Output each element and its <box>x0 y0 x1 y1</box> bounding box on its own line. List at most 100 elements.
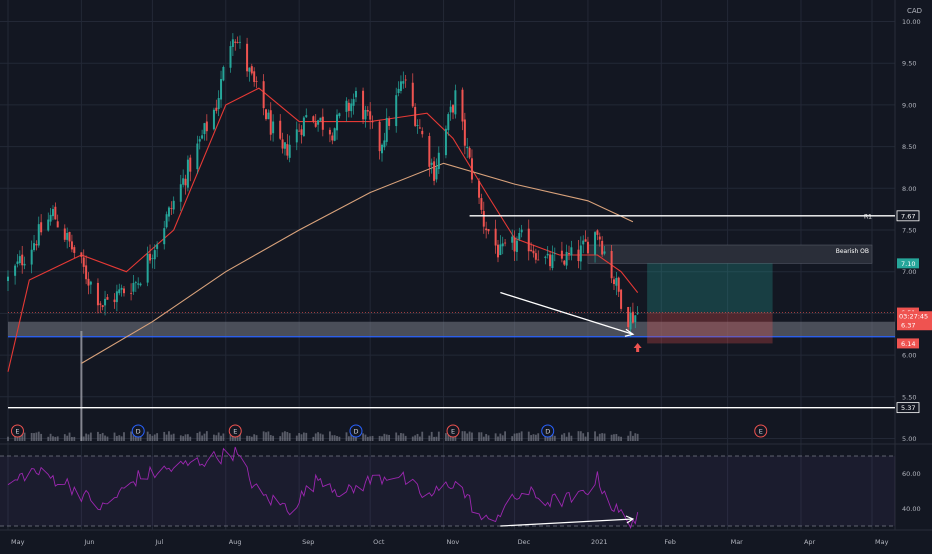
candle-body[interactable] <box>156 244 159 249</box>
candle-body[interactable] <box>582 240 585 245</box>
earnings-marker-icon[interactable] <box>754 424 768 438</box>
candle-body[interactable] <box>220 79 223 100</box>
candle-body[interactable] <box>286 144 289 156</box>
candle-body[interactable] <box>629 312 632 330</box>
candle-body[interactable] <box>16 261 19 264</box>
candle-body[interactable] <box>345 100 348 112</box>
candle-body[interactable] <box>362 90 365 120</box>
candle-body[interactable] <box>120 287 123 290</box>
candle-body[interactable] <box>371 121 374 123</box>
candle-body[interactable] <box>430 162 433 165</box>
candle-body[interactable] <box>217 98 220 110</box>
candle-body[interactable] <box>317 120 320 125</box>
candle-body[interactable] <box>73 247 76 253</box>
candle-body[interactable] <box>153 250 156 260</box>
candle-body[interactable] <box>269 110 272 135</box>
candle-body[interactable] <box>333 128 336 141</box>
candle-body[interactable] <box>87 278 90 286</box>
candle-body[interactable] <box>499 244 502 256</box>
candle-body[interactable] <box>452 105 455 113</box>
candle-body[interactable] <box>579 245 582 262</box>
candle-body[interactable] <box>40 222 43 233</box>
candle-body[interactable] <box>598 236 601 240</box>
candle-body[interactable] <box>447 114 450 131</box>
candle-body[interactable] <box>338 113 341 117</box>
candle-body[interactable] <box>615 277 618 286</box>
candle-body[interactable] <box>321 116 324 130</box>
candle-body[interactable] <box>248 67 251 72</box>
candle-body[interactable] <box>610 250 613 279</box>
candle-body[interactable] <box>47 219 50 231</box>
candle-body[interactable] <box>215 107 218 111</box>
candle-body[interactable] <box>122 288 125 294</box>
dividend-marker-icon[interactable] <box>131 424 145 438</box>
candle-body[interactable] <box>636 313 639 315</box>
candle-body[interactable] <box>101 305 104 308</box>
candle-body[interactable] <box>132 282 135 292</box>
candlesticks[interactable] <box>7 33 639 338</box>
candle-body[interactable] <box>281 139 284 149</box>
candle-body[interactable] <box>212 109 215 130</box>
candle-body[interactable] <box>364 109 367 120</box>
candle-body[interactable] <box>366 110 369 112</box>
candle-body[interactable] <box>139 283 142 286</box>
candle-body[interactable] <box>7 276 9 282</box>
candle-body[interactable] <box>163 228 166 245</box>
candle-body[interactable] <box>198 139 201 142</box>
candle-body[interactable] <box>627 307 630 328</box>
candle-body[interactable] <box>437 152 440 170</box>
candle-body[interactable] <box>118 289 121 294</box>
candle-body[interactable] <box>551 254 554 269</box>
earnings-marker-icon[interactable] <box>228 424 242 438</box>
candle-body[interactable] <box>594 232 597 255</box>
candle-body[interactable] <box>312 116 315 122</box>
candle-body[interactable] <box>511 236 514 243</box>
candle-body[interactable] <box>23 263 26 266</box>
candle-body[interactable] <box>435 167 438 180</box>
candle-body[interactable] <box>96 282 99 306</box>
candle-body[interactable] <box>468 147 471 158</box>
candle-body[interactable] <box>113 299 116 303</box>
candle-body[interactable] <box>463 119 466 146</box>
candle-body[interactable] <box>179 184 182 202</box>
candle-body[interactable] <box>115 291 118 303</box>
candle-body[interactable] <box>288 144 291 158</box>
candle-body[interactable] <box>68 231 71 242</box>
candle-body[interactable] <box>402 81 405 84</box>
candle-body[interactable] <box>255 81 258 82</box>
candle-body[interactable] <box>51 208 54 217</box>
candle-body[interactable] <box>546 253 549 256</box>
candle-body[interactable] <box>461 89 464 122</box>
candle-body[interactable] <box>89 281 92 285</box>
candle-body[interactable] <box>530 249 533 252</box>
candle-body[interactable] <box>250 66 253 74</box>
candle-body[interactable] <box>151 258 154 259</box>
candle-body[interactable] <box>478 180 481 198</box>
candle-body[interactable] <box>480 198 483 210</box>
earnings-marker-icon[interactable] <box>10 424 24 438</box>
candle-body[interactable] <box>336 114 339 131</box>
candle-body[interactable] <box>106 297 109 300</box>
time-axis[interactable]: May Jun Jul Aug Sep Oct Nov Dec 2021 Feb Mar Apr May <box>11 538 889 546</box>
candle-body[interactable] <box>347 102 350 111</box>
candle-body[interactable] <box>137 283 140 285</box>
candle-body[interactable] <box>494 228 497 246</box>
candle-body[interactable] <box>134 282 137 284</box>
candle-body[interactable] <box>570 247 573 256</box>
candle-body[interactable] <box>21 254 24 266</box>
candle-body[interactable] <box>399 81 402 91</box>
candle-body[interactable] <box>229 46 232 68</box>
candle-body[interactable] <box>236 42 239 44</box>
candle-body[interactable] <box>414 106 417 126</box>
price-axis[interactable]: CAD 10.009.509.008.508.007.507.006.506.0… <box>902 7 922 513</box>
candle-body[interactable] <box>56 221 59 228</box>
candle-body[interactable] <box>149 253 152 261</box>
candle-body[interactable] <box>63 228 66 240</box>
candle-body[interactable] <box>381 144 384 154</box>
candle-body[interactable] <box>82 257 85 267</box>
candle-body[interactable] <box>99 303 102 305</box>
candle-body[interactable] <box>184 178 187 186</box>
candle-body[interactable] <box>617 277 620 292</box>
candle-body[interactable] <box>350 103 353 112</box>
candle-body[interactable] <box>305 115 308 118</box>
